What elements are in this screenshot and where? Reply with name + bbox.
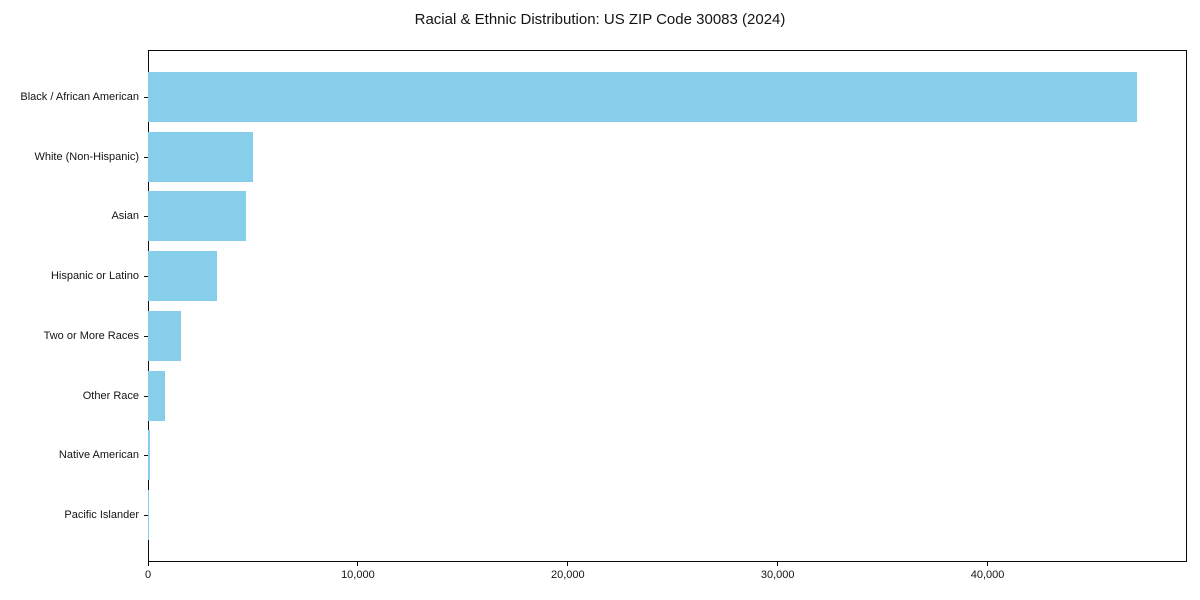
y-tick-mark xyxy=(144,216,148,218)
category-label: Hispanic or Latino xyxy=(50,270,139,283)
category-label: Black / African American xyxy=(20,91,139,103)
bar-row: Hispanic or Latino xyxy=(51,251,1187,302)
x-tick-label: 0 xyxy=(144,569,152,581)
bars-container: Black / African American White (Non-Hispa… xyxy=(20,50,1187,562)
x-tick-label: 10,000 xyxy=(341,569,375,581)
bar xyxy=(148,489,149,540)
bar xyxy=(148,131,254,182)
x-tick-label: 40,000 xyxy=(970,569,1005,581)
x-tick-label: 30,000 xyxy=(760,569,795,581)
x-tick-label: 20,000 xyxy=(550,569,585,581)
bar xyxy=(148,430,150,481)
plot-area xyxy=(148,50,1187,562)
x-axis: 0 10,000 20,000 30,000 40,000 xyxy=(144,562,1187,590)
bar-row: Other Race xyxy=(83,370,1187,421)
y-tick-mark xyxy=(144,156,148,158)
category-label: Asian xyxy=(111,210,139,223)
bar xyxy=(148,72,1137,122)
y-tick-mark xyxy=(144,97,148,98)
category-label: Native American xyxy=(58,449,139,462)
bar xyxy=(148,370,165,421)
y-tick-mark xyxy=(144,455,148,457)
x-tick-mark xyxy=(987,562,989,566)
category-label: Two or More Races xyxy=(43,329,139,342)
bar-row: Pacific Islander xyxy=(64,489,1187,540)
bar-row: Two or More Races xyxy=(44,310,1187,361)
bar xyxy=(148,310,182,361)
category-label: Other Race xyxy=(82,389,139,402)
bar-row: Asian xyxy=(111,191,1187,242)
x-tick-mark xyxy=(567,562,569,566)
category-label: White (Non-Hispanic) xyxy=(34,150,139,163)
chart-title: Racial & Ethnic Distribution: US ZIP Cod… xyxy=(414,11,786,28)
y-tick-mark xyxy=(144,395,148,397)
x-tick-mark xyxy=(147,562,149,566)
category-label: Pacific Islander xyxy=(64,508,139,521)
x-tick-mark xyxy=(777,562,779,566)
bar xyxy=(148,191,247,242)
y-tick-mark xyxy=(144,514,148,516)
bar-row: Black / African American xyxy=(20,72,1187,122)
y-tick-mark xyxy=(144,335,148,337)
x-tick-mark xyxy=(357,562,359,566)
y-tick-mark xyxy=(144,276,148,278)
bar-row: White (Non-Hispanic) xyxy=(34,131,1187,182)
bar-row: Native American xyxy=(59,430,1187,481)
bar xyxy=(148,251,218,302)
